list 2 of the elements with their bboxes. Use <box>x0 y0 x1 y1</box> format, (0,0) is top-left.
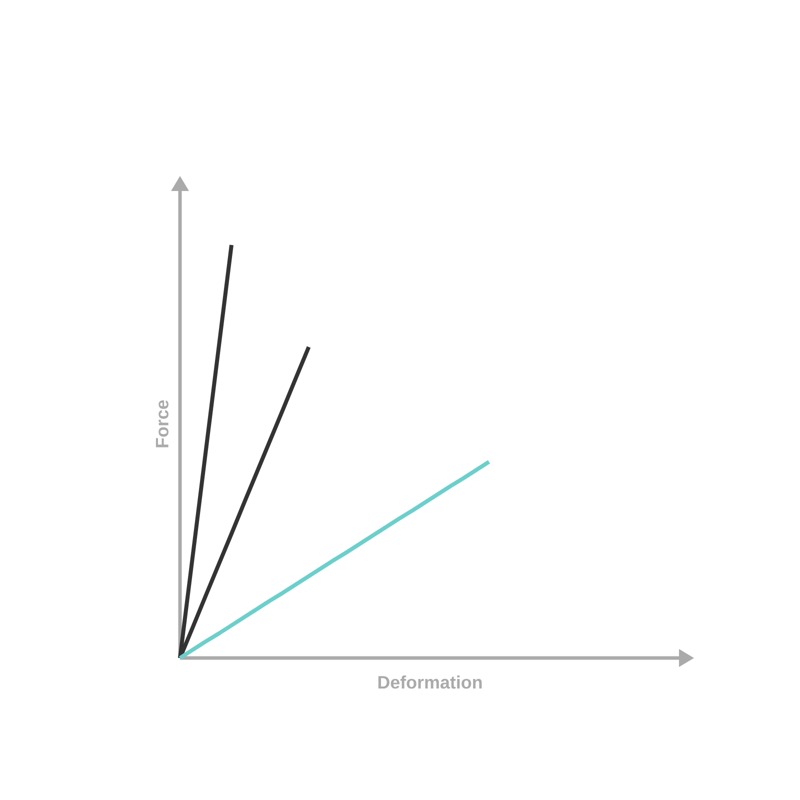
x-axis-title: Deformation <box>378 676 482 689</box>
y-axis-title: Force <box>156 400 168 448</box>
